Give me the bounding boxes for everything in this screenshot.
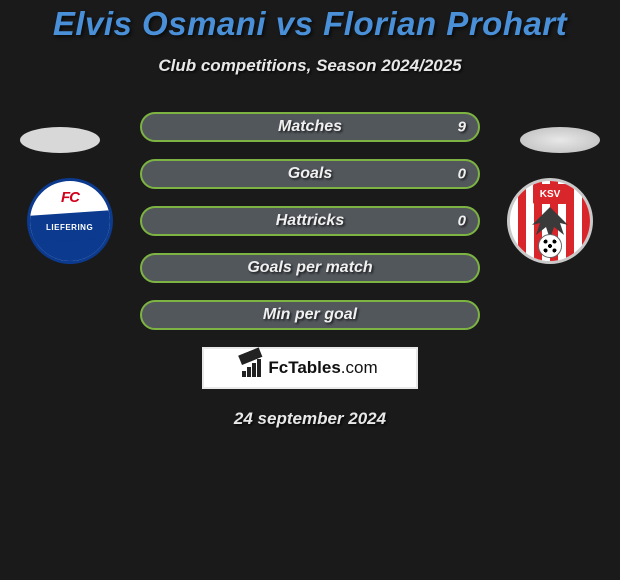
- stat-value-right: 0: [458, 166, 466, 183]
- brand-text: FcTables.com: [268, 358, 377, 378]
- stat-label: Matches: [278, 118, 342, 136]
- comparison-card: Elvis Osmani vs Florian Prohart Club com…: [0, 0, 620, 460]
- stat-label: Goals: [288, 165, 332, 183]
- stat-row: Min per goal: [0, 300, 620, 330]
- stat-row: Goals 0: [0, 159, 620, 189]
- stat-pill-hattricks: Hattricks 0: [140, 206, 480, 236]
- brand-text-rest: .com: [341, 358, 378, 377]
- stat-pill-min-per-goal: Min per goal: [140, 300, 480, 330]
- stat-value-right: 0: [458, 213, 466, 230]
- page-subtitle: Club competitions, Season 2024/2025: [0, 56, 620, 76]
- stat-label: Goals per match: [247, 259, 372, 277]
- stat-pill-matches: Matches 9: [140, 112, 480, 142]
- page-title: Elvis Osmani vs Florian Prohart: [0, 5, 620, 43]
- stats-list: Matches 9 Goals 0 Hattricks 0 Goals per …: [0, 112, 620, 330]
- brand-box[interactable]: FcTables.com: [202, 347, 418, 389]
- stat-row: Hattricks 0: [0, 206, 620, 236]
- stat-row: Matches 9: [0, 112, 620, 142]
- brand-text-bold: FcTables: [268, 358, 340, 377]
- date-label: 24 september 2024: [0, 409, 620, 429]
- stat-label: Hattricks: [276, 212, 344, 230]
- stat-pill-goals-per-match: Goals per match: [140, 253, 480, 283]
- bar-chart-icon: [242, 359, 264, 377]
- stat-label: Min per goal: [263, 306, 357, 324]
- stat-row: Goals per match: [0, 253, 620, 283]
- stat-pill-goals: Goals 0: [140, 159, 480, 189]
- stat-value-right: 9: [458, 119, 466, 136]
